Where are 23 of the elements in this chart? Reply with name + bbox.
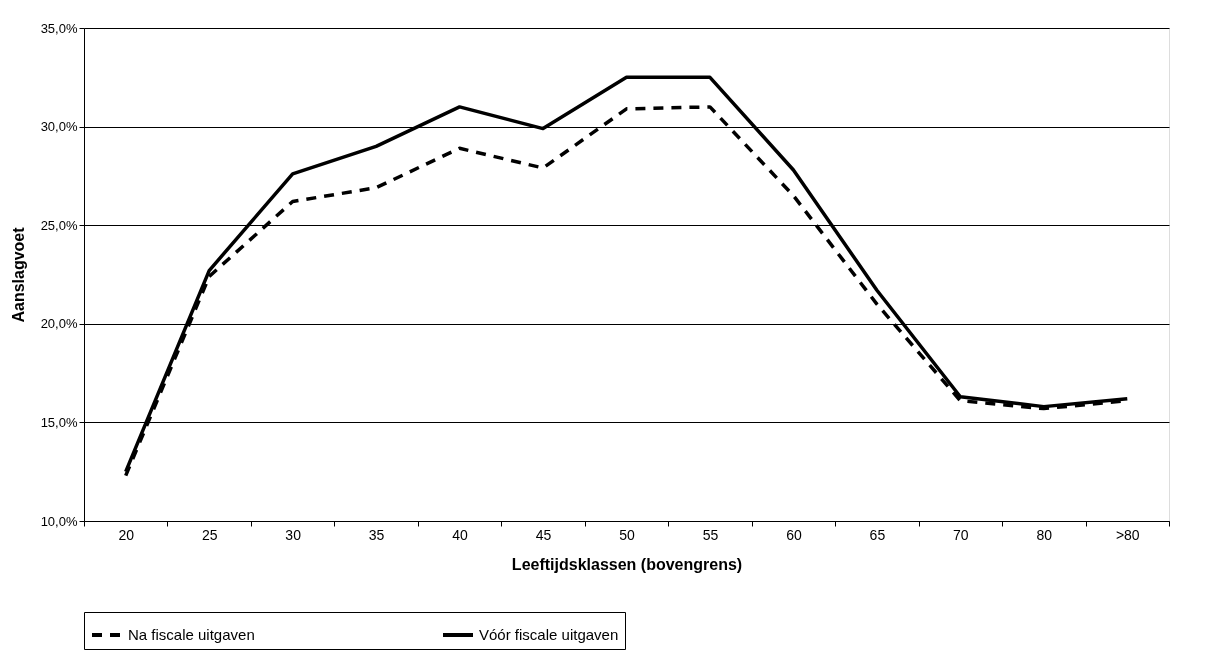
y-tick-label: 10,0%	[40, 513, 78, 529]
y-tick-label: 25,0%	[40, 217, 78, 233]
x-tick-label: 45	[535, 526, 552, 543]
y-tick-label: 35,0%	[40, 20, 78, 36]
y-tick-label: 15,0%	[40, 414, 78, 430]
x-tick-label: 65	[869, 526, 886, 543]
x-tick-label: 40	[452, 526, 469, 543]
x-tick-label: 70	[953, 526, 969, 543]
y-axis-title: Aanslagvoet	[9, 226, 27, 323]
y-tick-label: 20,0%	[40, 316, 78, 332]
x-tick-label: 60	[786, 526, 802, 543]
x-tick-label: 50	[619, 526, 635, 543]
x-tick-label: >80	[1115, 526, 1140, 543]
x-tick-label: 25	[201, 526, 218, 543]
legend-label: Na fiscale uitgaven	[128, 626, 255, 643]
x-tick-label: 80	[1036, 526, 1053, 543]
x-axis-title: Leeftijdsklassen (bovengrens)	[511, 555, 743, 573]
x-tick-label: 30	[285, 526, 302, 543]
x-tick-label: 20	[118, 526, 135, 543]
legend-label: Vóór fiscale uitgaven	[479, 626, 619, 643]
y-tick-label: 30,0%	[40, 119, 78, 135]
x-tick-label: 55	[702, 526, 719, 543]
x-tick-label: 35	[368, 526, 385, 543]
